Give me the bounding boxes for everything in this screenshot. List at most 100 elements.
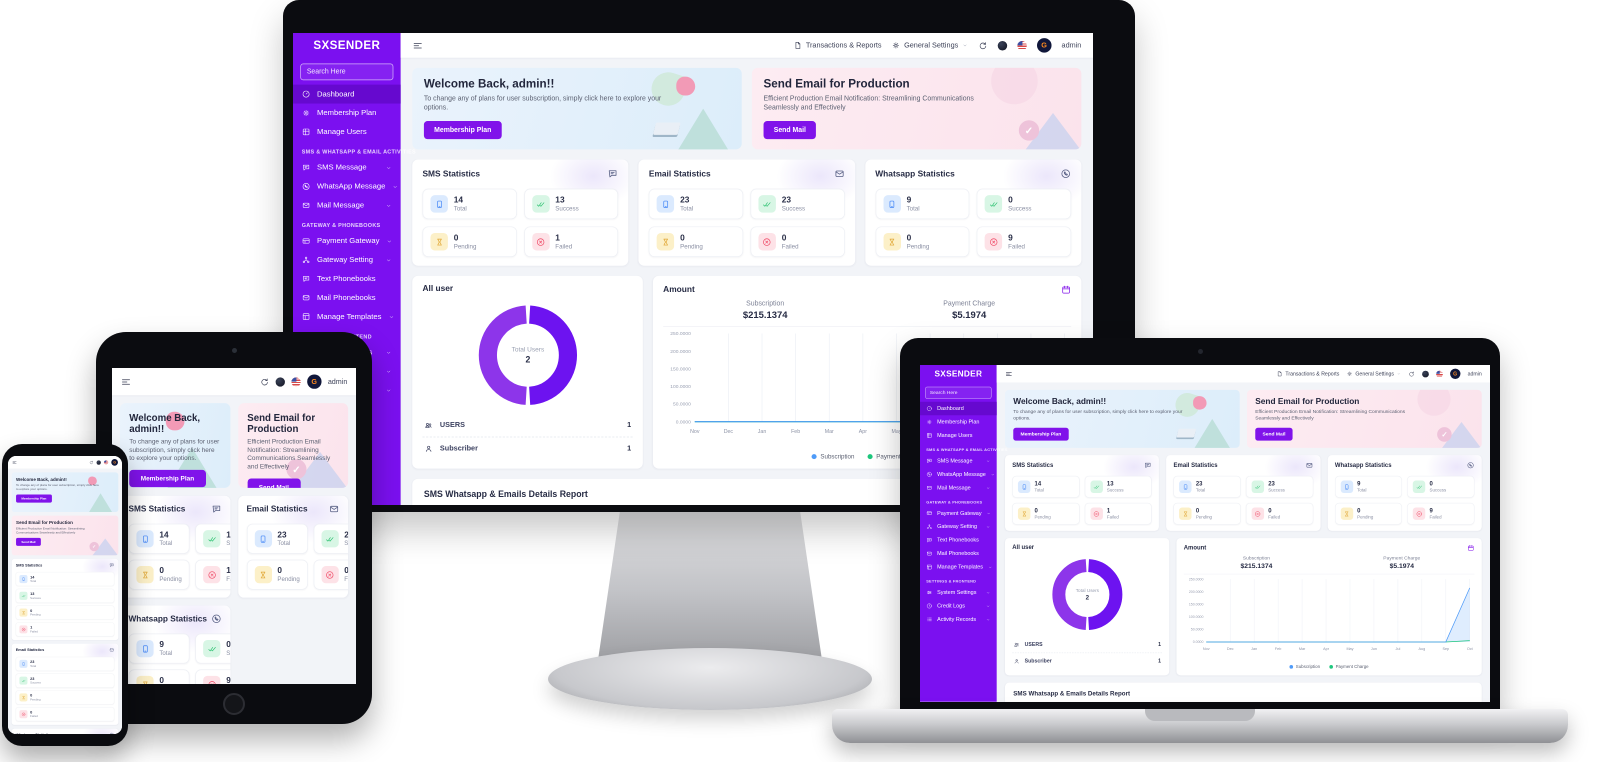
hero-row: Welcome Back, admin!! To change any of p… <box>1004 389 1482 448</box>
sidebar-item-manage-templates[interactable]: Manage Templates <box>293 307 401 326</box>
sidebar-section-gateway-phonebooks: GATEWAY & PHONEBOOKS <box>301 222 381 229</box>
sidebar-item-manage-users[interactable]: Manage Users <box>293 122 401 141</box>
send-mail-button[interactable]: Send Mail <box>16 537 41 546</box>
mobile-dashboard: G admin Welcome Back, admin!! To change … <box>112 368 356 684</box>
send-email-title: Send Email for Production <box>763 78 910 91</box>
avatar[interactable]: G <box>307 374 322 389</box>
hamburger-icon[interactable] <box>412 40 423 51</box>
laptop-keyboard-base <box>832 709 1568 743</box>
report-title: SMS Whatsapp & Emails Details Report <box>1013 689 1131 698</box>
svg-text:Aug: Aug <box>1419 647 1426 651</box>
avatar[interactable]: G <box>1036 38 1052 53</box>
sidebar-item-mail-message[interactable]: Mail Message <box>920 481 997 494</box>
pending-icon <box>258 570 267 579</box>
search-input[interactable] <box>300 63 394 81</box>
chat-icon <box>607 168 618 179</box>
sidebar-item-mail-phonebooks[interactable]: Mail Phonebooks <box>293 288 401 307</box>
amount-stats: Subscription $215.1374 Payment Charge $5… <box>1183 555 1475 575</box>
sidebar-item-payment-gateway[interactable]: Payment Gateway <box>293 232 401 251</box>
svg-text:Total Users: Total Users <box>511 347 544 354</box>
sidebar-item-system-settings[interactable]: System Settings <box>920 586 997 599</box>
us-flag-icon[interactable] <box>1017 40 1027 51</box>
sidebar-item-manage-templates[interactable]: Manage Templates <box>920 560 997 573</box>
check-badge-illustration: ✓ <box>1437 427 1452 442</box>
stat-total: 9 Total <box>1334 475 1403 498</box>
all-user-list: USERS 1 Subscriber 1 <box>1012 637 1162 670</box>
sidebar-item-dashboard[interactable]: Dashboard <box>920 401 997 416</box>
chevron-down-icon <box>392 183 399 190</box>
topbar-link-general-settings[interactable]: General Settings <box>1347 371 1401 377</box>
sidebar-item-gateway-setting[interactable]: Gateway Setting <box>920 520 997 533</box>
chevron-down-icon <box>385 164 392 171</box>
send-mail-button[interactable]: Send Mail <box>1255 427 1293 441</box>
sidebar-item-text-phonebooks[interactable]: Text Phonebooks <box>920 533 997 546</box>
sidebar-item-membership-plan[interactable]: Membership Plan <box>920 415 997 428</box>
dashboard-content: Welcome Back, admin!! To change any of p… <box>997 383 1490 702</box>
template-icon <box>926 564 932 570</box>
sidebar-item-whatsapp-message[interactable]: WhatsApp Message <box>920 468 997 481</box>
dark-mode-icon[interactable] <box>997 40 1007 51</box>
sidebar-item-text-phonebooks[interactable]: Text Phonebooks <box>293 269 401 288</box>
sidebar-item-mail-message[interactable]: Mail Message <box>293 196 401 215</box>
sidebar-item-sms-message[interactable]: SMS Message <box>920 454 997 467</box>
send-mail-button[interactable]: Send Mail <box>247 478 301 488</box>
us-flag-icon[interactable] <box>291 376 301 387</box>
sidebar-item-payment-gateway[interactable]: Payment Gateway <box>920 506 997 519</box>
dark-mode-icon[interactable] <box>1421 370 1429 378</box>
membership-plan-button[interactable]: Membership Plan <box>129 469 206 488</box>
hamburger-icon[interactable] <box>1005 370 1013 378</box>
sidebar-item-dashboard[interactable]: Dashboard <box>293 84 401 104</box>
avatar[interactable]: G <box>111 459 118 466</box>
svg-text:Feb: Feb <box>1275 647 1281 651</box>
membership-plan-button[interactable]: Membership Plan <box>16 494 52 503</box>
topbar: Transactions & Reports General Settings G… <box>400 33 1093 58</box>
refresh-icon[interactable] <box>89 460 93 464</box>
us-flag-icon[interactable] <box>103 460 109 465</box>
payment-charge-value: $5.1974 <box>1389 561 1414 570</box>
sidebar-item-credit-logs[interactable]: Credit Logs <box>920 599 997 612</box>
nodes-icon <box>926 524 932 530</box>
report-title: SMS Whatsapp & Emails Details Report <box>423 488 588 500</box>
send-mail-button[interactable]: Send Mail <box>763 120 817 139</box>
gauge-icon <box>926 405 932 411</box>
refresh-icon[interactable] <box>260 377 269 386</box>
chevron-down-icon <box>385 257 392 264</box>
sidebar-item-gateway-setting[interactable]: Gateway Setting <box>293 250 401 269</box>
topbar-link-transactions-reports[interactable]: Transactions & Reports <box>793 41 882 50</box>
dark-mode-icon[interactable] <box>275 376 285 387</box>
membership-plan-button[interactable]: Membership Plan <box>1013 427 1069 441</box>
dark-mode-icon[interactable] <box>96 460 101 465</box>
total-icon <box>887 199 896 208</box>
sidebar-item-activity-records[interactable]: Activity Records <box>920 613 997 626</box>
search-input[interactable] <box>925 386 992 399</box>
calendar-icon[interactable] <box>1467 544 1474 551</box>
svg-text:Feb: Feb <box>791 429 800 435</box>
topbar-link-transactions-reports[interactable]: Transactions & Reports <box>1277 371 1339 377</box>
stat-total: 14 Total <box>128 523 190 554</box>
membership-plan-button[interactable]: Membership Plan <box>423 120 502 139</box>
refresh-icon[interactable] <box>978 41 987 50</box>
refresh-icon[interactable] <box>1408 370 1415 377</box>
sidebar-item-membership-plan[interactable]: Membership Plan <box>293 104 401 123</box>
sidebar-item-whatsapp-message[interactable]: WhatsApp Message <box>293 177 401 196</box>
whatsapp-icon <box>302 182 311 191</box>
hamburger-icon[interactable] <box>121 376 132 387</box>
avatar[interactable]: G <box>1449 368 1461 379</box>
circle-illustration <box>991 67 1038 105</box>
hamburger-icon[interactable] <box>12 460 17 465</box>
us-flag-icon[interactable] <box>1435 370 1443 378</box>
chevron-down-icon <box>988 565 993 570</box>
sidebar-item-mail-phonebooks[interactable]: Mail Phonebooks <box>920 547 997 560</box>
chevron-down-icon <box>986 604 991 609</box>
topbar-link-general-settings[interactable]: General Settings <box>892 41 968 50</box>
home-button[interactable] <box>223 693 245 715</box>
sidebar-item-sms-message[interactable]: SMS Message <box>293 158 401 177</box>
calendar-icon[interactable] <box>1061 285 1071 295</box>
listicon-icon <box>926 616 932 622</box>
sidebar-item-manage-users[interactable]: Manage Users <box>920 429 997 442</box>
